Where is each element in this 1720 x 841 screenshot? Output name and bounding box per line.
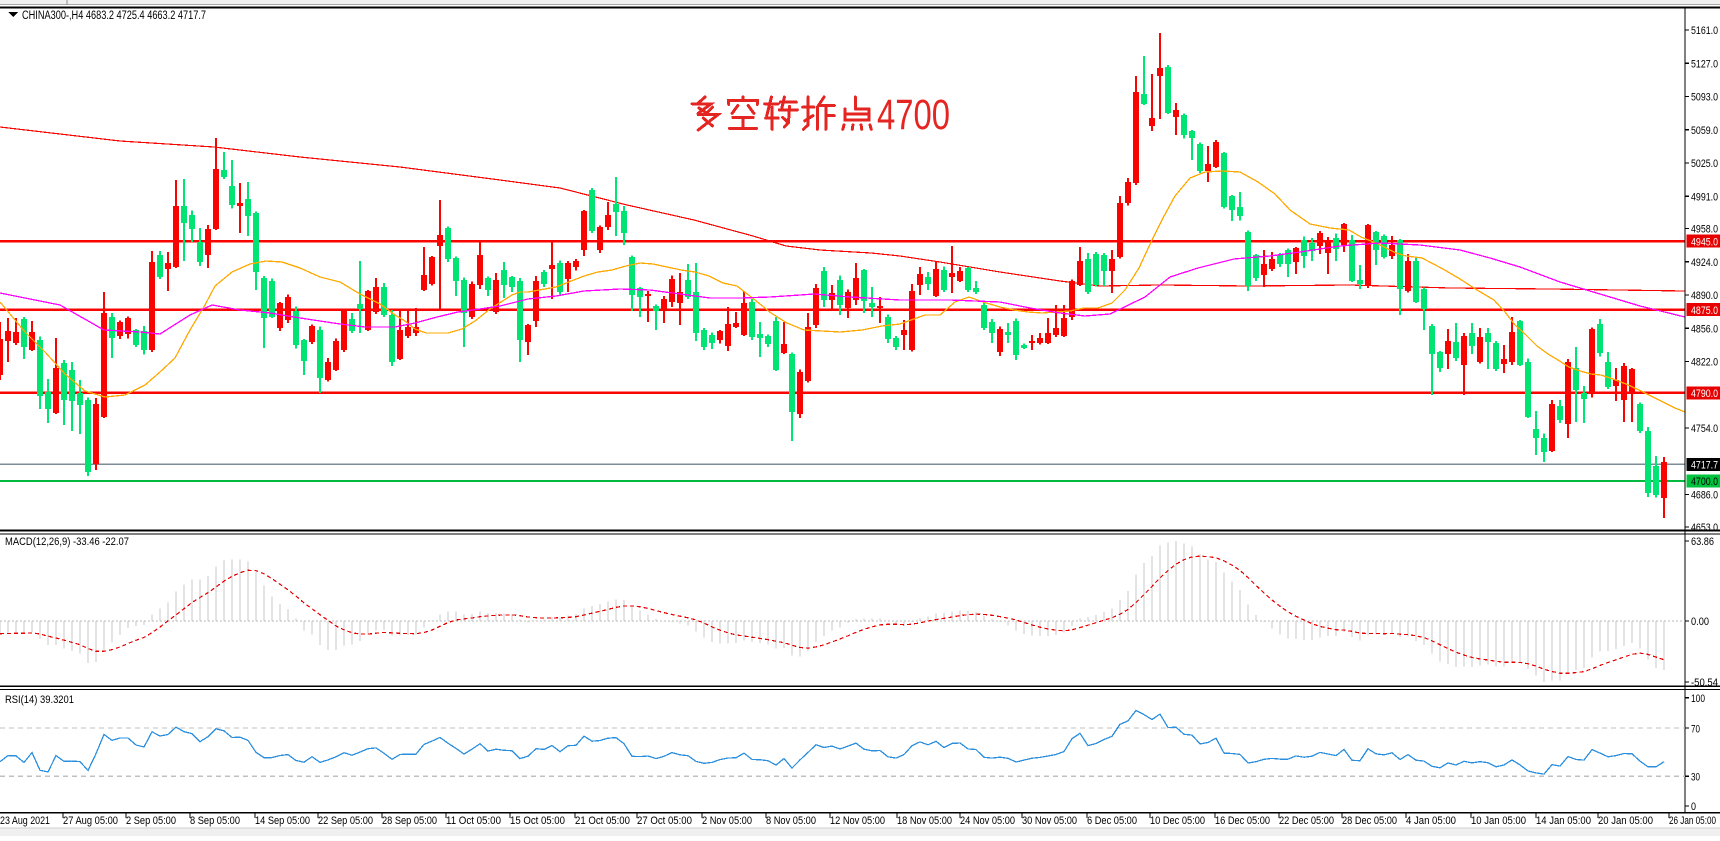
svg-text:21 Oct 05:00: 21 Oct 05:00: [575, 815, 630, 827]
svg-text:63.86: 63.86: [1691, 536, 1714, 548]
svg-text:12 Nov 05:00: 12 Nov 05:00: [830, 815, 885, 827]
svg-text:4924.0: 4924.0: [1691, 257, 1718, 269]
svg-text:18 Nov 05:00: 18 Nov 05:00: [897, 815, 952, 827]
svg-text:4822.0: 4822.0: [1691, 357, 1718, 369]
svg-text:4856.0: 4856.0: [1691, 323, 1718, 335]
svg-text:-50.54: -50.54: [1691, 677, 1718, 689]
svg-text:4875.0: 4875.0: [1691, 305, 1718, 317]
svg-text:11 Oct 05:00: 11 Oct 05:00: [446, 815, 501, 827]
svg-text:70: 70: [1691, 723, 1700, 735]
svg-text:14 Jan 05:00: 14 Jan 05:00: [1536, 815, 1591, 827]
svg-text:27 Aug 05:00: 27 Aug 05:00: [63, 815, 118, 827]
svg-text:5093.0: 5093.0: [1691, 92, 1718, 104]
svg-text:4686.0: 4686.0: [1691, 490, 1718, 502]
svg-text:8 Sep 05:00: 8 Sep 05:00: [190, 815, 240, 827]
svg-text:5059.0: 5059.0: [1691, 125, 1718, 137]
svg-text:20 Jan 05:00: 20 Jan 05:00: [1598, 815, 1653, 827]
svg-text:24 Nov 05:00: 24 Nov 05:00: [960, 815, 1015, 827]
svg-text:10 Dec 05:00: 10 Dec 05:00: [1150, 815, 1205, 827]
svg-text:22 Dec 05:00: 22 Dec 05:00: [1279, 815, 1334, 827]
svg-text:0.00: 0.00: [1691, 616, 1709, 628]
svg-text:4754.0: 4754.0: [1691, 423, 1718, 435]
svg-text:10 Jan 05:00: 10 Jan 05:00: [1471, 815, 1526, 827]
svg-text:30 Nov 05:00: 30 Nov 05:00: [1022, 815, 1077, 827]
svg-text:28 Sep 05:00: 28 Sep 05:00: [382, 815, 437, 827]
svg-text:2 Nov 05:00: 2 Nov 05:00: [702, 815, 752, 827]
svg-text:14 Sep 05:00: 14 Sep 05:00: [255, 815, 310, 827]
svg-text:5025.0: 5025.0: [1691, 158, 1718, 170]
svg-text:6 Dec 05:00: 6 Dec 05:00: [1087, 815, 1137, 827]
svg-text:0: 0: [1691, 801, 1696, 813]
svg-text:26 Jan 05:00: 26 Jan 05:00: [1669, 815, 1716, 827]
svg-text:8 Nov 05:00: 8 Nov 05:00: [766, 815, 816, 827]
svg-text:4890.0: 4890.0: [1691, 290, 1718, 302]
svg-text:16 Dec 05:00: 16 Dec 05:00: [1215, 815, 1270, 827]
svg-text:5161.0: 5161.0: [1691, 25, 1718, 37]
svg-text:MACD(12,26,9) -33.46 -22.07: MACD(12,26,9) -33.46 -22.07: [5, 536, 129, 548]
svg-text:4958.0: 4958.0: [1691, 224, 1718, 236]
svg-text:100: 100: [1691, 693, 1705, 705]
svg-text:22 Sep 05:00: 22 Sep 05:00: [318, 815, 373, 827]
svg-text:4700.0: 4700.0: [1691, 476, 1718, 488]
svg-text:4790.0: 4790.0: [1691, 388, 1718, 400]
svg-text:15 Oct 05:00: 15 Oct 05:00: [510, 815, 565, 827]
svg-text:28 Dec 05:00: 28 Dec 05:00: [1342, 815, 1397, 827]
svg-text:5127.0: 5127.0: [1691, 58, 1718, 70]
svg-text:27 Oct 05:00: 27 Oct 05:00: [637, 815, 692, 827]
svg-text:4653.0: 4653.0: [1691, 522, 1718, 534]
svg-text:4 Jan 05:00: 4 Jan 05:00: [1406, 815, 1456, 827]
svg-text:CHINA300-,H4 4683.2 4725.4 46: CHINA300-,H4 4683.2 4725.4 4663.2 4717.7: [22, 10, 206, 22]
svg-text:23 Aug 2021: 23 Aug 2021: [0, 815, 50, 827]
svg-text:2 Sep 05:00: 2 Sep 05:00: [126, 815, 176, 827]
svg-text:4991.0: 4991.0: [1691, 191, 1718, 203]
svg-text:RSI(14) 39.3201: RSI(14) 39.3201: [5, 694, 74, 706]
svg-text:4700: 4700: [877, 91, 950, 139]
svg-text:4717.7: 4717.7: [1691, 460, 1718, 472]
svg-text:4945.0: 4945.0: [1691, 236, 1718, 248]
svg-text:30: 30: [1691, 772, 1700, 784]
